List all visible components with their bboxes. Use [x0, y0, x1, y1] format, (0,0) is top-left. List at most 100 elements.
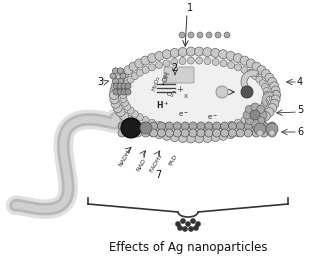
- Text: H$_2$O$_2$: H$_2$O$_2$: [150, 73, 164, 93]
- Text: 4: 4: [297, 77, 303, 87]
- Circle shape: [243, 111, 251, 119]
- Circle shape: [259, 111, 267, 119]
- Circle shape: [256, 76, 263, 83]
- Circle shape: [142, 66, 149, 73]
- Circle shape: [263, 88, 270, 94]
- Circle shape: [240, 125, 249, 134]
- Circle shape: [257, 130, 263, 136]
- Circle shape: [129, 62, 138, 71]
- Circle shape: [203, 134, 212, 142]
- Circle shape: [271, 86, 280, 95]
- Circle shape: [171, 125, 178, 132]
- Circle shape: [224, 32, 230, 38]
- Circle shape: [195, 47, 204, 56]
- Circle shape: [259, 80, 266, 87]
- Circle shape: [142, 117, 149, 124]
- Circle shape: [149, 122, 158, 130]
- Circle shape: [118, 122, 126, 130]
- Circle shape: [270, 82, 279, 91]
- Text: FAD: FAD: [168, 153, 178, 166]
- Circle shape: [118, 129, 126, 137]
- Circle shape: [149, 119, 155, 126]
- Circle shape: [178, 134, 187, 142]
- Circle shape: [124, 66, 133, 75]
- Circle shape: [186, 134, 195, 143]
- Text: e$^-$: e$^-$: [178, 111, 188, 119]
- Circle shape: [196, 126, 203, 133]
- Circle shape: [121, 118, 141, 138]
- Circle shape: [175, 222, 181, 227]
- Circle shape: [204, 58, 211, 65]
- Circle shape: [110, 95, 119, 104]
- Circle shape: [269, 130, 275, 136]
- Circle shape: [205, 122, 213, 130]
- Circle shape: [149, 64, 155, 71]
- Circle shape: [195, 134, 204, 143]
- Text: 7: 7: [155, 170, 161, 180]
- Circle shape: [119, 91, 126, 99]
- Circle shape: [113, 78, 119, 84]
- Circle shape: [131, 73, 138, 79]
- Circle shape: [165, 129, 173, 137]
- Circle shape: [236, 129, 244, 137]
- Circle shape: [181, 122, 189, 130]
- Circle shape: [120, 112, 129, 120]
- Circle shape: [124, 115, 133, 124]
- Circle shape: [142, 129, 150, 137]
- Circle shape: [165, 122, 173, 130]
- Circle shape: [124, 103, 131, 110]
- Circle shape: [113, 89, 119, 95]
- Circle shape: [117, 89, 123, 95]
- Circle shape: [187, 57, 194, 64]
- Circle shape: [268, 122, 276, 130]
- Circle shape: [236, 122, 244, 130]
- Circle shape: [116, 108, 125, 117]
- Circle shape: [120, 73, 126, 79]
- Circle shape: [206, 32, 212, 38]
- Circle shape: [113, 78, 122, 86]
- Circle shape: [235, 64, 241, 71]
- Circle shape: [121, 84, 129, 91]
- Circle shape: [211, 48, 220, 57]
- Circle shape: [129, 119, 138, 128]
- Circle shape: [136, 69, 143, 76]
- Circle shape: [191, 219, 196, 224]
- Circle shape: [117, 83, 123, 89]
- Circle shape: [126, 129, 134, 137]
- Circle shape: [120, 70, 129, 78]
- Circle shape: [252, 73, 259, 79]
- Circle shape: [268, 104, 277, 112]
- Circle shape: [120, 96, 127, 102]
- Circle shape: [179, 32, 185, 38]
- Circle shape: [134, 122, 142, 130]
- Circle shape: [173, 122, 181, 130]
- Circle shape: [134, 129, 142, 137]
- Circle shape: [189, 122, 197, 130]
- Circle shape: [158, 122, 165, 130]
- Circle shape: [219, 50, 228, 59]
- Circle shape: [183, 227, 188, 232]
- Circle shape: [119, 91, 126, 99]
- Circle shape: [227, 121, 235, 128]
- Circle shape: [261, 99, 269, 106]
- Circle shape: [244, 122, 252, 130]
- Circle shape: [252, 111, 259, 117]
- Circle shape: [264, 91, 271, 99]
- Circle shape: [205, 129, 213, 137]
- Wedge shape: [262, 92, 274, 107]
- Text: +: +: [177, 84, 183, 94]
- Wedge shape: [241, 70, 259, 93]
- Circle shape: [127, 107, 134, 114]
- Circle shape: [233, 53, 242, 63]
- Circle shape: [263, 96, 270, 102]
- Circle shape: [204, 125, 211, 132]
- Circle shape: [256, 107, 263, 114]
- Circle shape: [265, 73, 274, 82]
- Circle shape: [187, 126, 194, 133]
- Ellipse shape: [115, 53, 275, 137]
- Circle shape: [170, 48, 179, 57]
- Circle shape: [155, 61, 163, 69]
- Circle shape: [110, 86, 119, 95]
- Circle shape: [213, 122, 221, 130]
- Circle shape: [188, 32, 194, 38]
